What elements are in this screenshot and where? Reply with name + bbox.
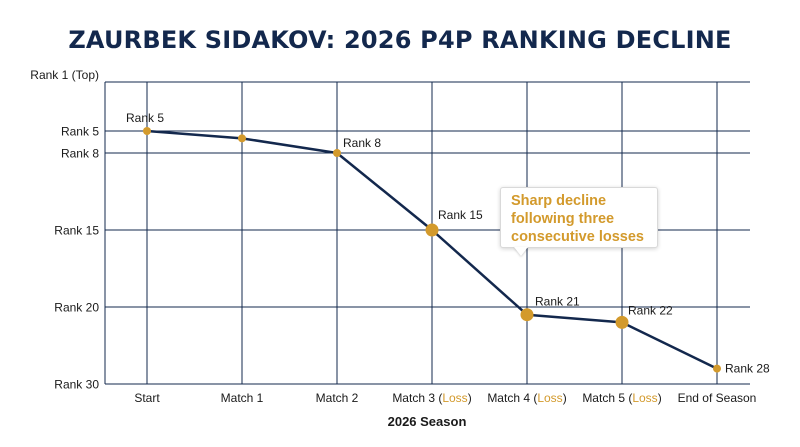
x-tick-text: ) — [658, 391, 662, 405]
annotation-pointer — [514, 247, 528, 256]
data-labels: Rank 5 Rank 8 Rank 15 Rank 21 Rank 22 Rank 28 — [126, 111, 770, 376]
annotation-line-3: consecutive losses — [511, 229, 644, 245]
x-axis-label: 2026 Season — [388, 414, 467, 429]
x-tick-text: Match 2 — [316, 391, 359, 405]
y-tick-label: Rank 15 — [54, 224, 99, 238]
data-label: Rank 21 — [535, 295, 580, 309]
data-point-marker — [615, 315, 629, 329]
chart-title: ZAURBEK SIDAKOV: 2026 P4P RANKING DECLIN… — [68, 26, 732, 54]
y-tick-label: Rank 5 — [61, 125, 99, 139]
x-tick-label: Match 5 (Loss) — [582, 391, 661, 405]
data-label: Rank 22 — [628, 303, 673, 317]
data-point-marker — [425, 223, 439, 237]
y-tick-label: Rank 8 — [61, 147, 99, 161]
x-tick-loss: Loss — [442, 391, 467, 405]
x-tick-loss: Loss — [632, 391, 657, 405]
y-axis-ticks: Rank 1 (Top) Rank 5 Rank 8 Rank 15 Rank 20 Ra… — [30, 68, 99, 392]
series-markers — [143, 127, 721, 373]
data-label: Rank 5 — [126, 111, 164, 125]
x-tick-loss: Loss — [537, 391, 562, 405]
x-tick-text: Match 3 ( — [392, 391, 442, 405]
data-label: Rank 28 — [725, 362, 770, 376]
y-tick-label: Rank 20 — [54, 301, 99, 315]
y-tick-label: Rank 1 (Top) — [30, 68, 99, 82]
data-point-marker — [520, 308, 534, 322]
data-label: Rank 15 — [438, 208, 483, 222]
x-tick-text: Start — [134, 391, 160, 405]
annotation-line-1: Sharp decline — [511, 193, 607, 209]
data-point-marker — [143, 127, 151, 135]
x-tick-label: End of Season — [678, 391, 757, 405]
x-tick-text: Match 5 ( — [582, 391, 632, 405]
annotation-callout: Sharp decline following three consecutiv… — [500, 187, 658, 248]
x-tick-text: Match 4 ( — [487, 391, 537, 405]
x-axis-ticks: Start Match 1 Match 2 Match 3 (Loss) Match 4… — [134, 391, 756, 405]
x-tick-label: Match 4 (Loss) — [487, 391, 566, 405]
annotation-line-2: following three — [511, 211, 615, 227]
data-point-marker — [238, 134, 246, 143]
x-tick-label: Match 2 — [316, 391, 359, 405]
x-tick-label: Start — [134, 391, 160, 405]
x-tick-text: Match 1 — [221, 391, 264, 405]
x-tick-text: ) — [468, 391, 472, 405]
data-point-marker — [713, 364, 721, 373]
y-tick-label: Rank 30 — [54, 378, 99, 392]
x-tick-text: ) — [563, 391, 567, 405]
x-tick-label: Match 3 (Loss) — [392, 391, 471, 405]
x-tick-text: End of Season — [678, 391, 757, 405]
data-point-marker — [333, 149, 341, 157]
x-tick-label: Match 1 — [221, 391, 264, 405]
data-label: Rank 8 — [343, 136, 381, 150]
